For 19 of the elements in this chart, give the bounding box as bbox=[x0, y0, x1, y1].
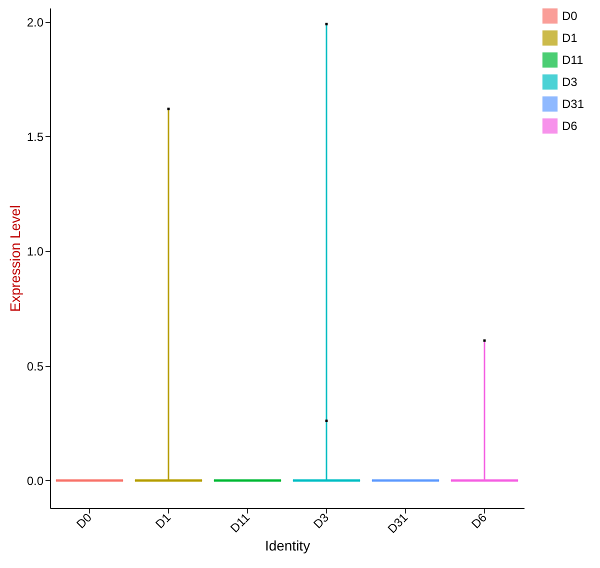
x-tick-label: D11 bbox=[228, 510, 253, 536]
y-tick-label: 0.5 bbox=[26, 359, 44, 374]
y-tick-label: 1.0 bbox=[26, 244, 44, 259]
x-tick-label: D6 bbox=[468, 510, 490, 532]
x-tick-label: D1 bbox=[152, 510, 174, 532]
y-axis-title: Expression Level bbox=[6, 205, 23, 312]
x-tick-label: D3 bbox=[310, 510, 332, 532]
legend-label: D3 bbox=[562, 75, 578, 89]
x-axis-title: Identity bbox=[264, 537, 310, 554]
y-tick-label: 0.0 bbox=[26, 474, 44, 488]
legend-label: D1 bbox=[562, 31, 578, 45]
y-tick-label: 1.5 bbox=[26, 130, 44, 144]
legend-label: D31 bbox=[562, 97, 584, 111]
legend-label: D0 bbox=[562, 9, 578, 23]
legend-label: D11 bbox=[562, 53, 584, 67]
x-tick-label: D31 bbox=[384, 510, 411, 536]
legend-label: D6 bbox=[562, 119, 578, 133]
x-tick-label: D0 bbox=[74, 510, 95, 532]
y-tick-label: 2.0 bbox=[26, 15, 44, 30]
